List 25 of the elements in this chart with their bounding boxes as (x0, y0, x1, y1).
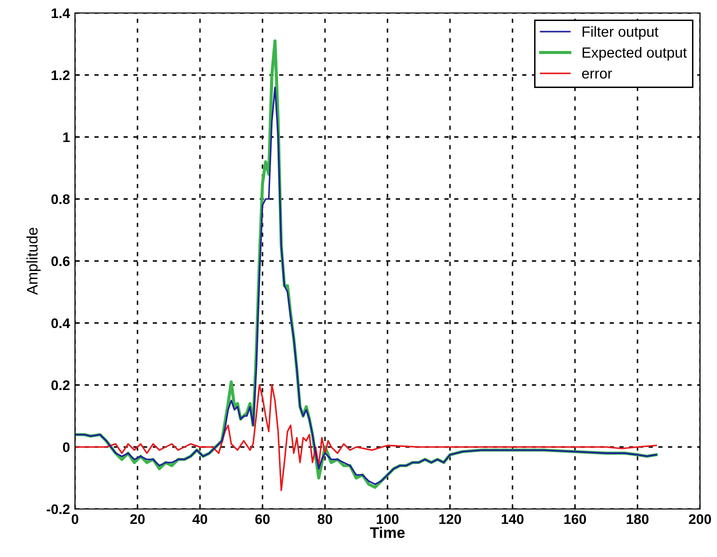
x-tick-label: 120 (439, 514, 462, 524)
y-tick-label: 0.2 (51, 380, 70, 390)
legend-label: Expected output (582, 47, 687, 61)
x-tick-label: 60 (255, 514, 270, 524)
x-tick-label: 100 (376, 514, 399, 524)
x-tick-label: 200 (688, 514, 712, 524)
legend-label: error (582, 70, 612, 79)
x-tick-label: 180 (626, 514, 649, 524)
x-tick-label: 160 (564, 514, 586, 524)
legend-label: Filter output (582, 26, 658, 40)
x-axis-title: Time (370, 526, 405, 538)
y-tick-label: 0 (62, 442, 70, 452)
y-tick-label: 0.8 (51, 194, 70, 204)
y-tick-label: 0.6 (51, 256, 70, 266)
y-tick-label: 1.4 (52, 8, 70, 18)
y-tick-label: -0.2 (46, 504, 70, 514)
y-tick-label: 1 (63, 132, 70, 142)
x-tick-label: 0 (72, 514, 78, 524)
x-tick-label: 40 (192, 514, 208, 524)
y-axis-title: Amplitude (26, 228, 41, 295)
y-tick-label: 1.2 (52, 70, 70, 80)
x-tick-label: 140 (502, 514, 524, 524)
x-tick-label: 20 (130, 514, 145, 524)
x-tick-label: 80 (318, 514, 332, 524)
y-tick-label: 0.4 (51, 318, 70, 328)
